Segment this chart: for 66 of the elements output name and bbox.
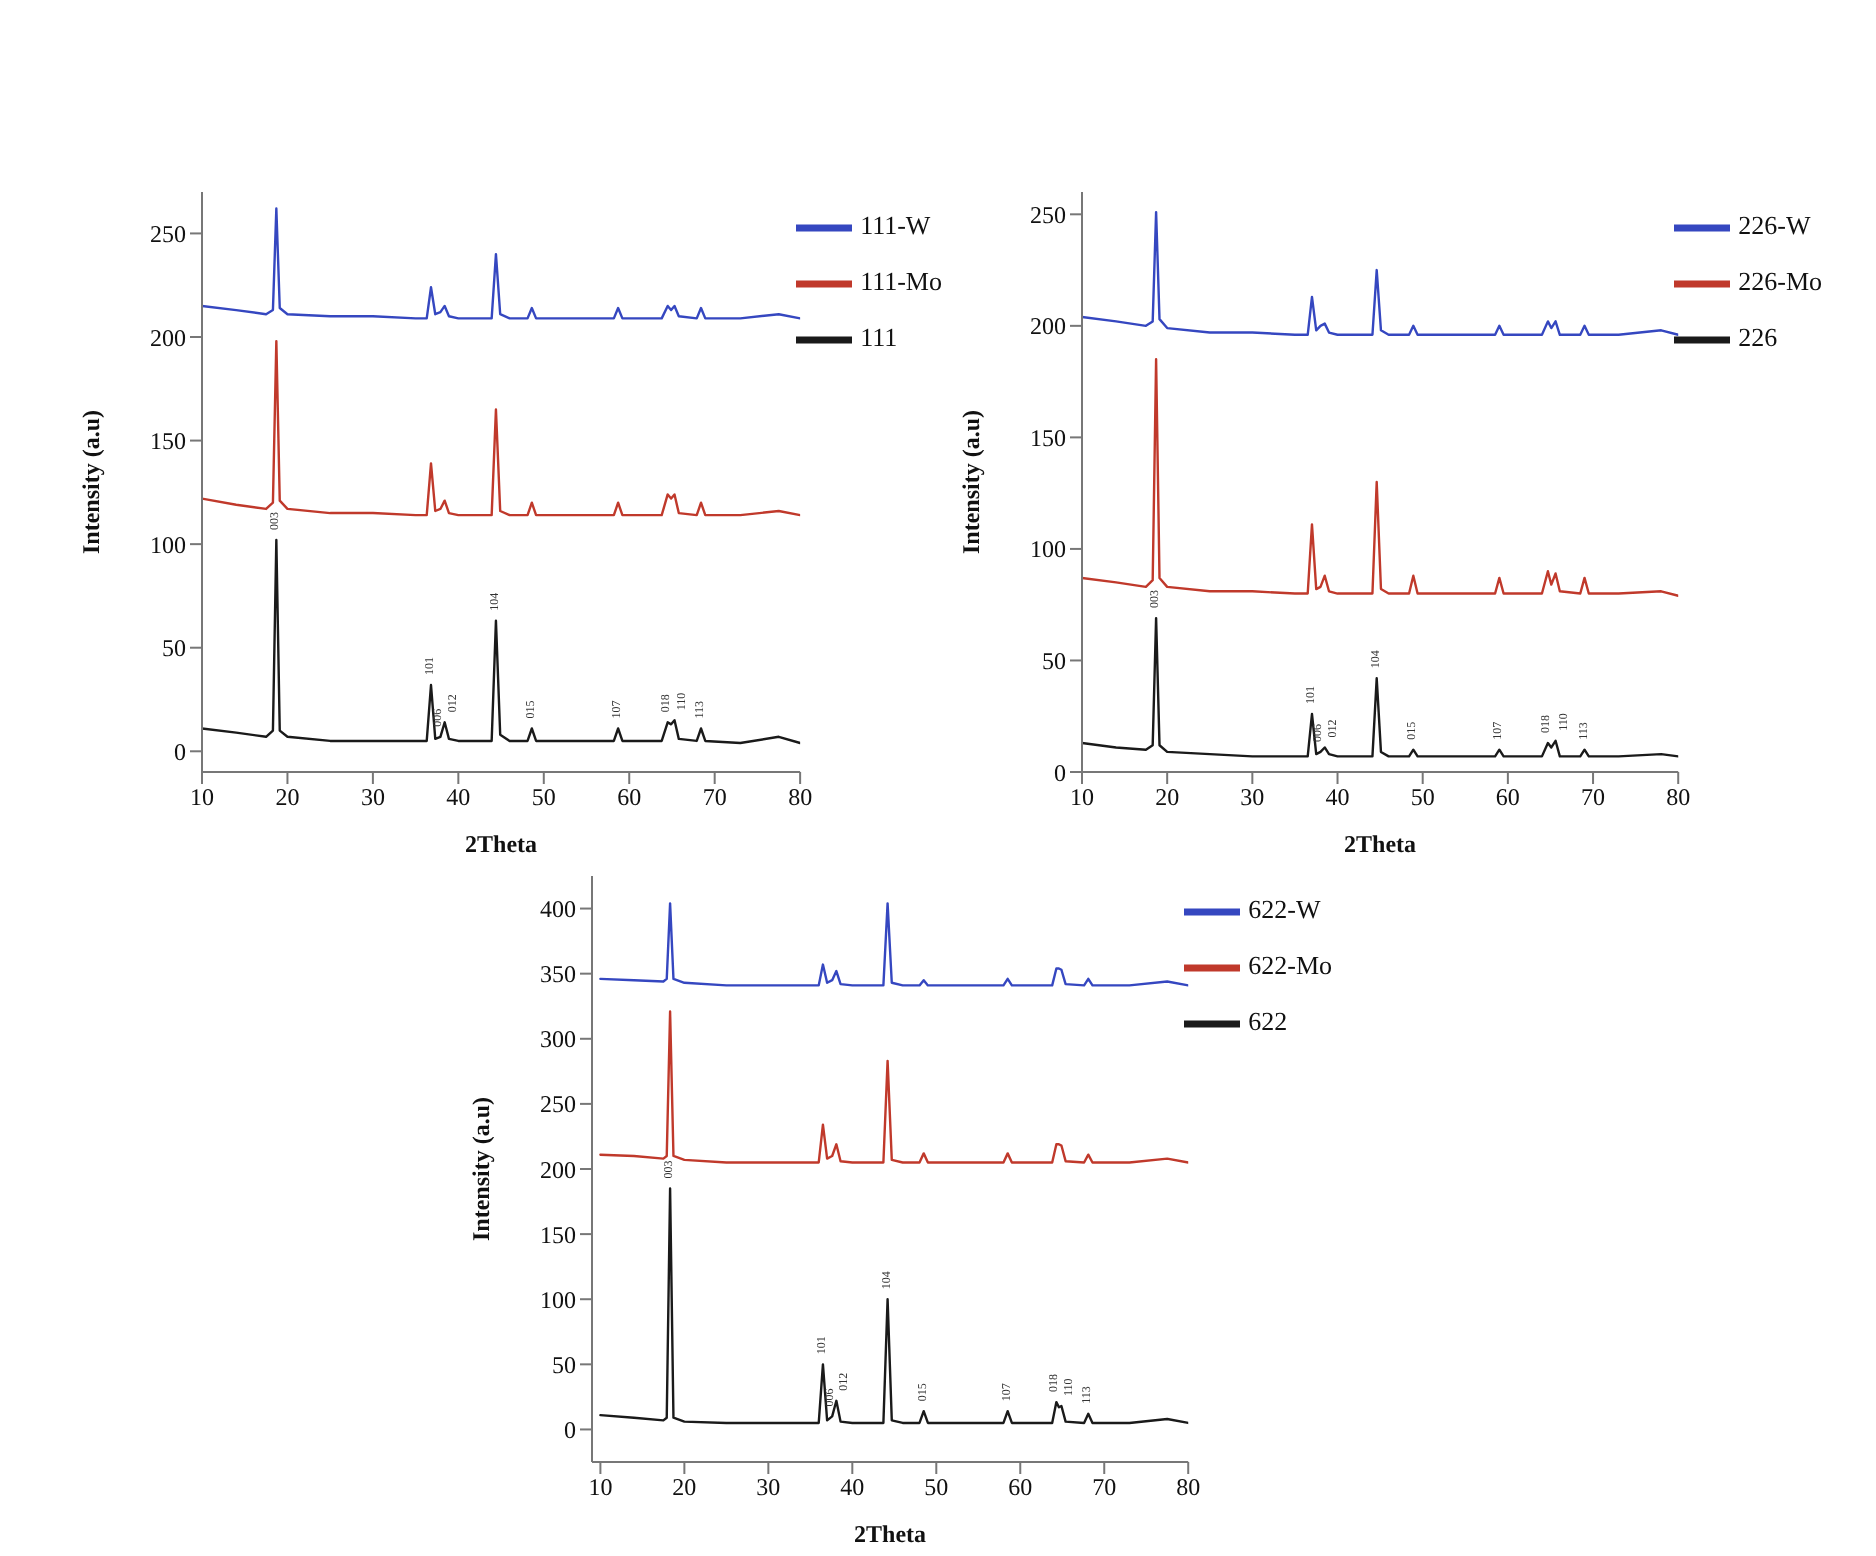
y-tick-label: 150 (150, 427, 186, 456)
y-tick-label: 150 (540, 1220, 576, 1249)
x-axis-title: 2Theta (1344, 830, 1417, 858)
x-tick-label: 50 (1410, 783, 1435, 812)
y-tick-label: 300 (540, 1025, 576, 1054)
x-tick-label: 20 (275, 783, 300, 812)
y-tick-label: 200 (1030, 312, 1066, 341)
y-tick-label: 50 (552, 1350, 576, 1379)
x-tick-label: 20 (1155, 783, 1180, 812)
x-tick-label: 50 (924, 1473, 949, 1502)
x-tick-label: 30 (756, 1473, 781, 1502)
y-tick-label: 0 (174, 737, 186, 766)
line-series (202, 538, 801, 745)
legend-label: 622-Mo (1248, 949, 1332, 980)
x-tick-label: 30 (360, 783, 385, 812)
legend-label: 622 (1248, 1005, 1288, 1036)
x-tick-label: 80 (788, 783, 813, 812)
line-series (599, 902, 1189, 987)
line-series (1082, 616, 1679, 758)
y-tick-label: 0 (564, 1415, 576, 1444)
x-tick-label: 60 (617, 783, 642, 812)
y-tick-label: 100 (540, 1285, 576, 1314)
y-tick-label: 200 (150, 323, 186, 352)
y-tick-label: 50 (162, 634, 186, 663)
y-tick-label: 100 (1030, 535, 1066, 564)
x-tick-label: 60 (1495, 783, 1520, 812)
legend-label: 226-Mo (1738, 265, 1822, 296)
x-tick-label: 80 (1666, 783, 1691, 812)
x-tick-label: 10 (190, 783, 214, 812)
y-tick-label: 250 (540, 1090, 576, 1119)
x-tick-label: 70 (1092, 1473, 1117, 1502)
line-series (599, 1010, 1189, 1164)
x-tick-label: 30 (1240, 783, 1265, 812)
legend-label: 111 (860, 321, 898, 352)
y-tick-label: 200 (540, 1155, 576, 1184)
x-tick-label: 70 (702, 783, 727, 812)
legend-label: 622-W (1248, 893, 1321, 924)
x-tick-label: 40 (1325, 783, 1350, 812)
line-series (599, 1187, 1189, 1425)
x-tick-label: 40 (840, 1473, 865, 1502)
x-tick-label: 80 (1176, 1473, 1201, 1502)
y-tick-label: 250 (1030, 200, 1066, 229)
y-tick-label: 400 (540, 895, 576, 924)
x-axis-title: 2Theta (465, 830, 538, 858)
legend-label: 111-Mo (860, 265, 942, 296)
line-series (1082, 210, 1679, 336)
x-tick-label: 10 (1070, 783, 1094, 812)
y-tick-label: 100 (150, 530, 186, 559)
y-tick-label: 50 (1042, 646, 1066, 675)
y-tick-label: 250 (150, 219, 186, 248)
x-axis-title: 2Theta (854, 1520, 927, 1548)
x-tick-label: 70 (1581, 783, 1606, 812)
x-tick-label: 20 (672, 1473, 697, 1502)
legend-label: 226-W (1738, 209, 1811, 240)
x-tick-label: 10 (588, 1473, 613, 1502)
y-tick-label: 0 (1054, 758, 1066, 787)
y-axis-title: Intensity (a.u) (466, 1096, 495, 1242)
line-series (202, 207, 801, 320)
x-tick-label: 40 (446, 783, 471, 812)
legend-label: 111-W (860, 209, 931, 240)
y-axis-title: Intensity (a.u) (76, 409, 105, 555)
y-axis-title: Intensity (a.u) (956, 409, 985, 555)
y-tick-label: 150 (1030, 423, 1066, 452)
legend-label: 226 (1738, 321, 1778, 352)
y-tick-label: 350 (540, 960, 576, 989)
x-tick-label: 60 (1008, 1473, 1033, 1502)
